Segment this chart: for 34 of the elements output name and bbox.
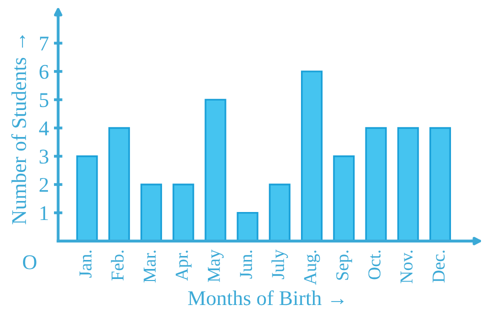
y-tick-label: 5 (40, 93, 48, 108)
y-tick-label: 6 (40, 64, 48, 79)
bar (204, 98, 226, 242)
x-tick-label: May (208, 249, 224, 282)
bar (397, 127, 419, 242)
x-tick-label: Dec. (432, 250, 445, 282)
x-tick-label: Feb. (110, 250, 124, 280)
x-tick-label: Jan. (80, 250, 92, 278)
bar (140, 184, 162, 242)
x-axis-title: Months of Birth → (188, 290, 344, 306)
bar (333, 155, 355, 242)
x-tick-label: July (271, 249, 288, 280)
bar (108, 127, 130, 242)
text: O (23, 255, 36, 270)
bar (300, 70, 323, 242)
y-tick-label: 3 (40, 150, 48, 164)
y-tick-label: 1 (40, 206, 48, 220)
x-tick-label: Sep. (336, 250, 352, 280)
x-tick-label: Oct. (368, 250, 381, 280)
y-tick-label: 7 (40, 36, 49, 50)
x-tick-label: Apr. (176, 250, 192, 281)
bar (429, 127, 451, 242)
x-tick-label: Aug. (304, 250, 320, 285)
bar (268, 184, 290, 242)
bar (365, 127, 387, 242)
x-tick-label: Mar. (144, 250, 156, 282)
x-tick-label: Jun. (240, 250, 252, 279)
bar (76, 155, 98, 242)
bar (236, 212, 258, 242)
y-tick-label: 4 (39, 121, 49, 136)
bar (172, 184, 194, 242)
y-tick-label: 2 (40, 178, 48, 192)
x-tick-label: Nov. (400, 250, 413, 284)
y-axis-title: Number of Students → (11, 35, 26, 224)
